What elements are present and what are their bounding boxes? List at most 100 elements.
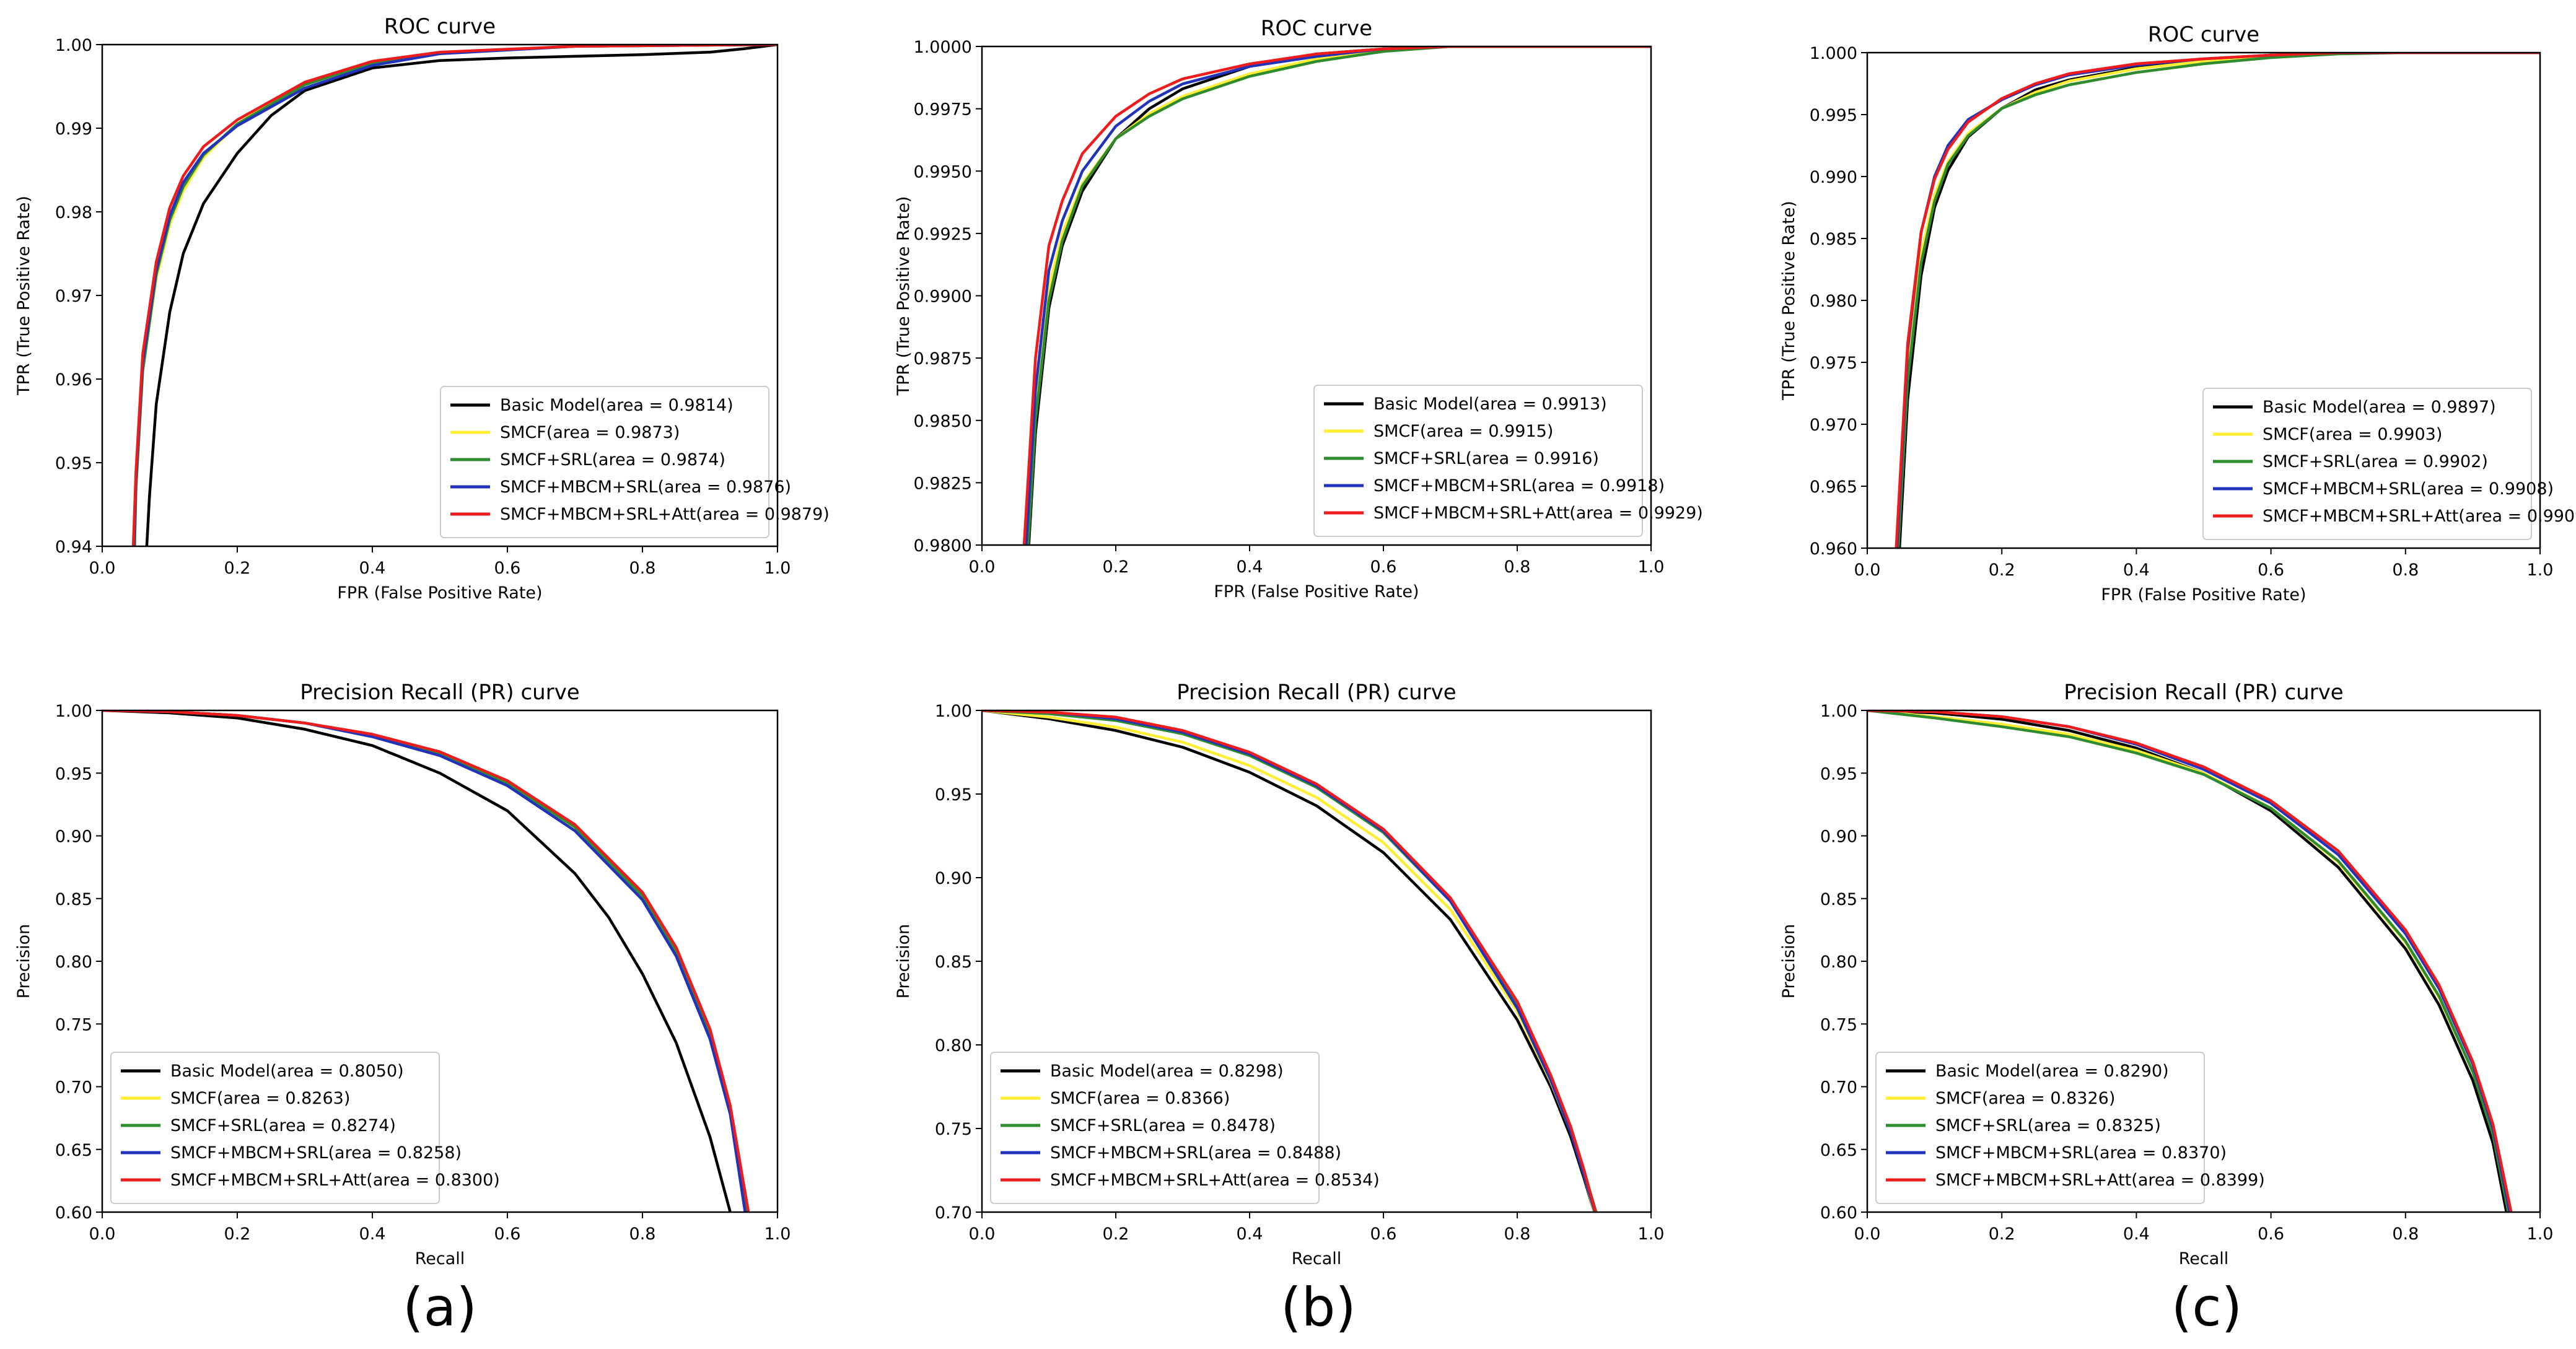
chart-title: ROC curve — [1261, 16, 1372, 41]
legend-entry: SMCF+SRL(area = 0.8478) — [1050, 1116, 1276, 1135]
y-tick-label: 0.965 — [1810, 478, 1857, 497]
y-tick-label: 0.985 — [1810, 230, 1857, 249]
series-line-smcf-srl — [1896, 53, 2540, 548]
x-axis-label: Recall — [1292, 1249, 1342, 1268]
chart-title: ROC curve — [2148, 22, 2259, 47]
series-group — [131, 45, 778, 546]
chart-roc-a: 0.0 0.2 0.4 0.6 0.8 1.0 0.94 0.95 0.96 0.97 0.98 0.… — [14, 14, 830, 603]
y-tick-label: 0.9850 — [914, 412, 972, 431]
x-tick-label: 1.0 — [764, 1225, 791, 1244]
panel-label-a: (a) — [403, 1277, 477, 1338]
chart-title: Precision Recall (PR) curve — [300, 680, 579, 705]
series-line-basic-model — [982, 710, 1596, 1212]
chart-panels: 0.0 0.2 0.4 0.6 0.8 1.0 0.94 0.95 0.96 0.97 0.98 0.… — [14, 14, 2576, 1268]
y-tick-label: 0.65 — [55, 1141, 92, 1160]
legend-entry: SMCF(area = 0.9873) — [500, 423, 680, 442]
legend: Basic Model(area = 0.9814) SMCF(area = 0.… — [440, 386, 830, 538]
chart-title: Precision Recall (PR) curve — [1176, 680, 1456, 705]
x-tick-label: 0.2 — [224, 1225, 251, 1244]
legend-entry: SMCF+SRL(area = 0.8274) — [170, 1116, 396, 1135]
series-line-smcf-mbcm-srl-att — [982, 710, 1597, 1212]
legend-entry: SMCF+MBCM+SRL+Att(area = 0.8300) — [170, 1171, 500, 1190]
legend-entry: Basic Model(area = 0.8298) — [1050, 1062, 1284, 1081]
chart-pr-c: 0.0 0.2 0.4 0.6 0.8 1.0 0.60 0.65 0.70 0.75 0.80 0.… — [1779, 680, 2553, 1268]
x-tick-label: 0.6 — [2258, 561, 2284, 580]
series-line-smcf-srl — [1867, 710, 2510, 1212]
y-tick-label: 1.00 — [935, 702, 972, 721]
series-line-basic-model — [1867, 710, 2508, 1212]
x-tick-label: 0.6 — [2258, 1225, 2284, 1244]
series-line-basic-model — [145, 45, 778, 546]
y-axis-label: Precision — [1779, 924, 1798, 998]
legend-entry: SMCF+MBCM+SRL(area = 0.8488) — [1050, 1143, 1341, 1163]
x-axis-label: FPR (False Positive Rate) — [1214, 582, 1419, 601]
y-tick-label: 0.75 — [1820, 1015, 1857, 1034]
y-tick-label: 0.90 — [1820, 827, 1857, 847]
legend-box — [1313, 385, 1643, 537]
x-tick-label: 0.8 — [1504, 1225, 1531, 1244]
x-axis-label: Recall — [2179, 1249, 2229, 1268]
y-tick-label: 1.000 — [1810, 44, 1857, 63]
y-tick-label: 0.80 — [1820, 953, 1857, 972]
y-tick-label: 0.9900 — [914, 287, 972, 307]
x-tick-label: 0.0 — [969, 557, 996, 577]
series-group — [1867, 710, 2513, 1212]
legend-entry: SMCF(area = 0.8366) — [1050, 1089, 1230, 1108]
x-axis-label: FPR (False Positive Rate) — [337, 583, 542, 603]
legend-entry: SMCF+MBCM+SRL+Att(area = 0.8399) — [1935, 1171, 2265, 1190]
y-tick-label: 0.75 — [935, 1120, 972, 1139]
legend: Basic Model(area = 0.9913) SMCF(area = 0.… — [1313, 385, 1703, 537]
x-tick-label: 0.6 — [494, 1225, 521, 1244]
y-tick-label: 0.80 — [935, 1036, 972, 1055]
y-tick-label: 0.9950 — [914, 162, 972, 181]
y-tick-label: 0.98 — [55, 203, 92, 222]
legend-entry: SMCF(area = 0.9903) — [2263, 425, 2442, 444]
series-line-smcf-mbcm-srl-att — [102, 710, 750, 1212]
x-tick-label: 0.4 — [2123, 1225, 2150, 1244]
y-tick-label: 0.94 — [55, 538, 92, 557]
series-line-smcf-mbcm-srl-att — [1867, 710, 2513, 1212]
y-tick-label: 0.70 — [55, 1078, 92, 1098]
y-axis-label: TPR (True Positive Rate) — [14, 196, 33, 396]
y-tick-label: 0.9800 — [914, 536, 972, 556]
x-tick-label: 0.2 — [1989, 561, 2015, 580]
y-tick-label: 0.85 — [55, 890, 92, 909]
legend-box — [440, 386, 769, 538]
legend: Basic Model(area = 0.9897) SMCF(area = 0.… — [2202, 388, 2576, 540]
panel-label-c: (c) — [2171, 1277, 2242, 1338]
x-tick-label: 0.4 — [359, 1225, 386, 1244]
y-tick-label: 0.980 — [1810, 292, 1857, 311]
legend: Basic Model(area = 0.8290) SMCF(area = 0.… — [1875, 1052, 2265, 1204]
x-tick-label: 0.6 — [1370, 557, 1397, 577]
y-tick-label: 0.99 — [55, 120, 92, 139]
x-tick-label: 0.2 — [1103, 1225, 1129, 1244]
chart-pr-a: 0.0 0.2 0.4 0.6 0.8 1.0 0.60 0.65 0.70 0.75 0.80 0.… — [14, 680, 791, 1268]
legend-entry: SMCF+MBCM+SRL(area = 0.8370) — [1935, 1143, 2227, 1163]
x-tick-label: 0.0 — [89, 559, 116, 578]
series-line-smcf-mbcm-srl-att — [1895, 53, 2540, 548]
y-tick-label: 0.9925 — [914, 225, 972, 244]
x-tick-label: 0.8 — [629, 559, 656, 578]
y-tick-label: 0.97 — [55, 287, 92, 306]
x-tick-label: 0.8 — [629, 1225, 656, 1244]
y-tick-label: 1.0000 — [914, 38, 972, 57]
y-tick-label: 0.9825 — [914, 474, 972, 493]
y-tick-label: 1.00 — [1820, 702, 1857, 721]
legend-entry: SMCF(area = 0.9915) — [1373, 422, 1553, 441]
x-tick-label: 0.0 — [1854, 561, 1881, 580]
x-tick-label: 1.0 — [1638, 1225, 1665, 1244]
x-tick-label: 0.6 — [1370, 1225, 1397, 1244]
legend-entry: SMCF+MBCM+SRL+Att(area = 0.8534) — [1050, 1171, 1380, 1190]
y-tick-label: 0.95 — [55, 764, 92, 784]
x-tick-label: 0.0 — [969, 1225, 996, 1244]
x-tick-label: 0.2 — [224, 559, 251, 578]
legend-entry: Basic Model(area = 0.9897) — [2263, 398, 2496, 417]
x-tick-label: 1.0 — [2527, 1225, 2554, 1244]
series-group — [102, 710, 750, 1212]
y-tick-label: 0.9875 — [914, 349, 972, 369]
y-axis-label: TPR (True Positive Rate) — [894, 196, 913, 396]
chart-title: ROC curve — [384, 14, 496, 39]
legend-entry: SMCF+MBCM+SRL+Att(area = 0.9879) — [500, 505, 830, 524]
y-tick-label: 0.85 — [935, 953, 972, 972]
y-tick-label: 0.70 — [1820, 1078, 1857, 1098]
